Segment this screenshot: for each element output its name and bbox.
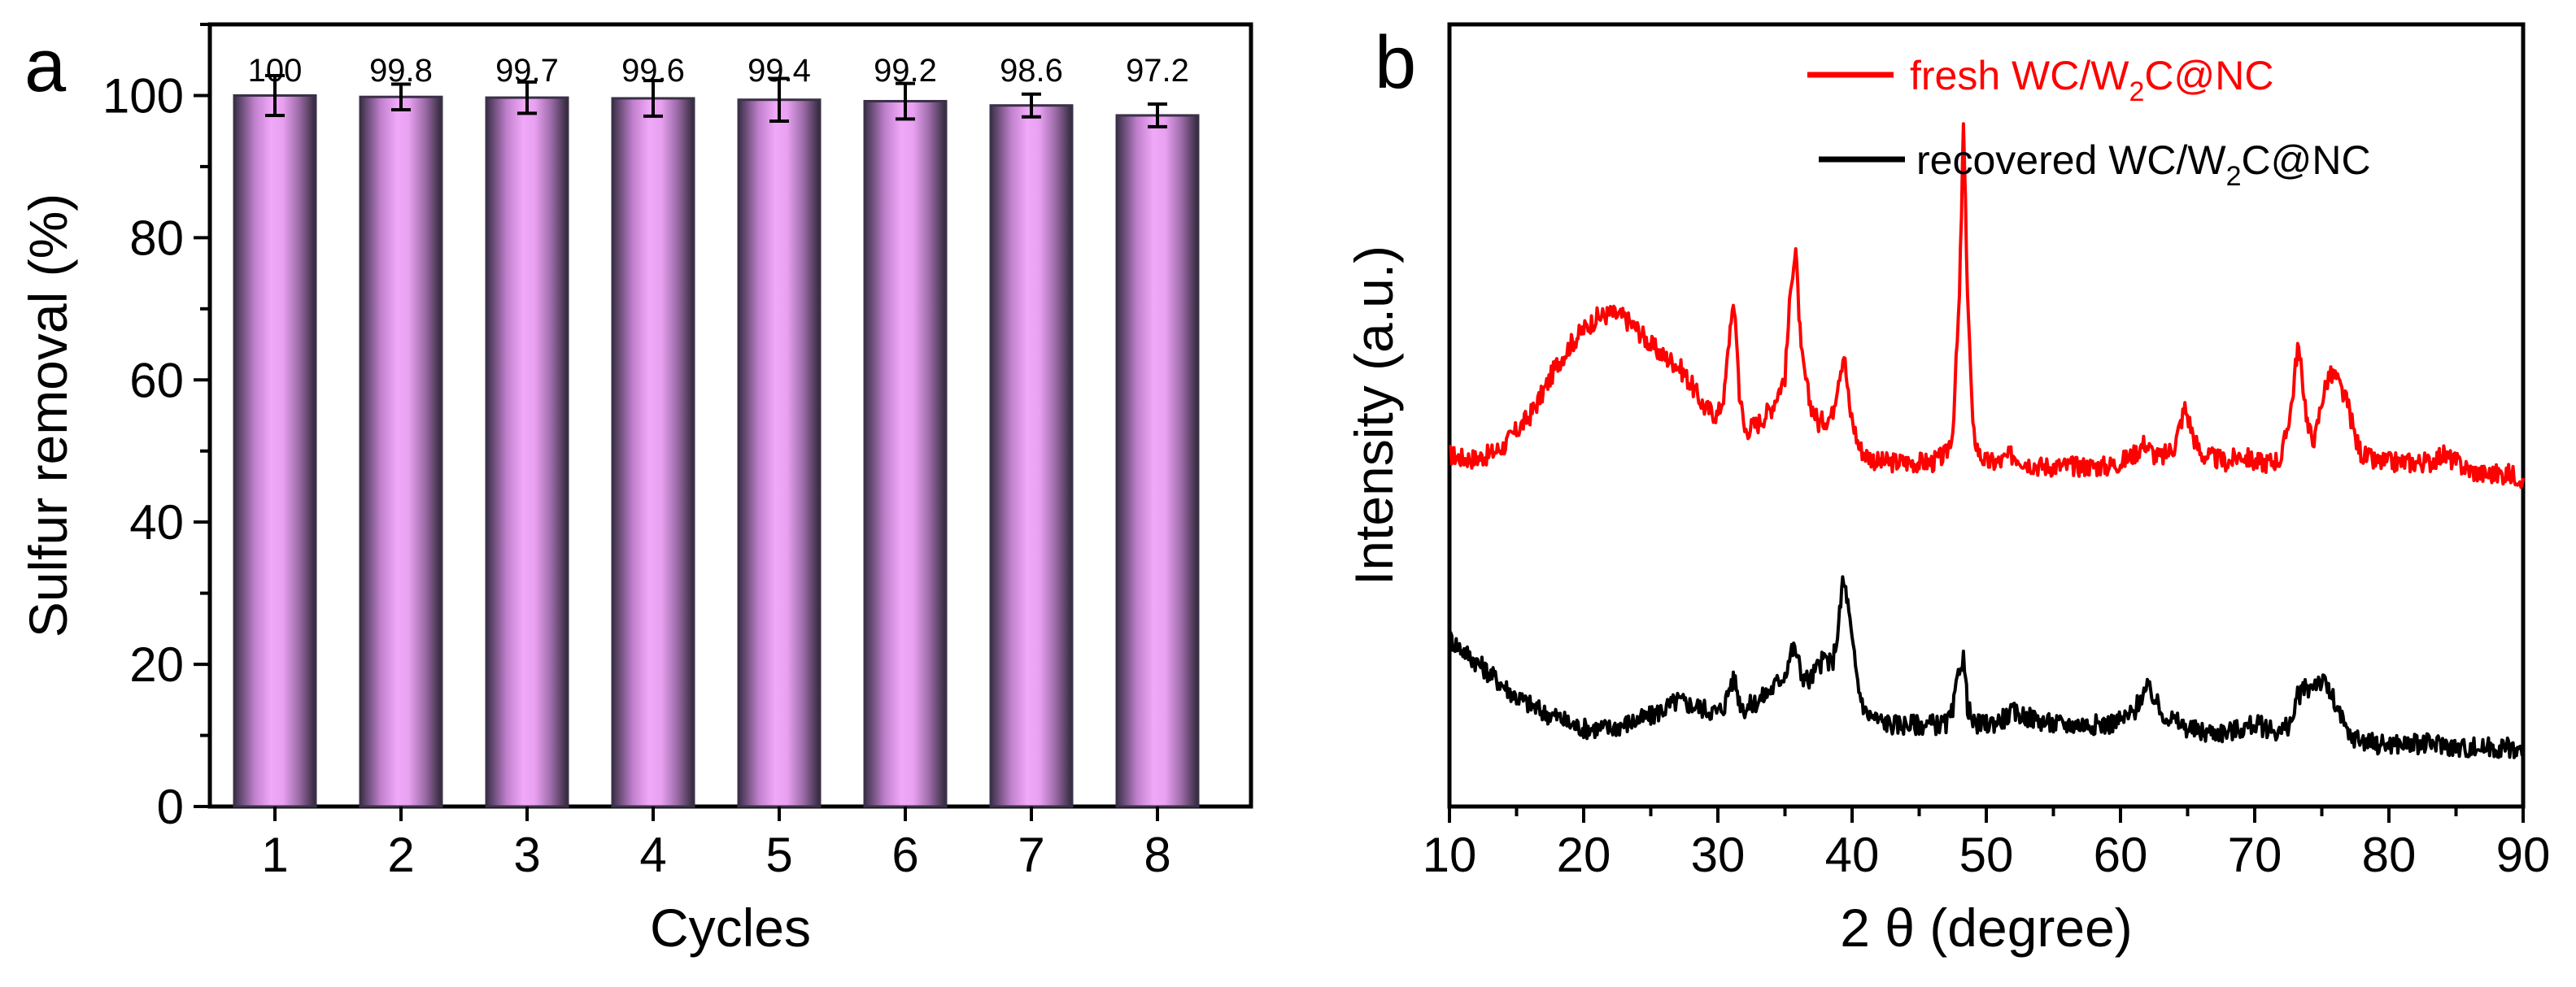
x-tick-label-10: 10: [1423, 828, 1477, 882]
x-tick-label-40: 40: [1825, 828, 1880, 882]
value-label-8: 97.2: [1126, 53, 1189, 89]
bar-cycle-7: [989, 104, 1074, 808]
series-line-fresh: [1449, 122, 2525, 489]
bar-cycle-5: [737, 98, 822, 808]
x-tick-label-1: 1: [261, 828, 288, 882]
y-tick-label-100: 100: [102, 68, 184, 123]
panel-letter-a: a: [24, 24, 67, 107]
panel-b-x-axis-label: 2 θ (degree): [1840, 898, 2133, 958]
y-tick-label-60: 60: [129, 353, 184, 407]
panel-letter-b: b: [1375, 21, 1416, 104]
y-tick-label-40: 40: [129, 495, 184, 550]
bar-cycle-6: [863, 99, 948, 808]
x-tick-label-6: 6: [891, 828, 918, 882]
panel-a-chart: 100 99.8 99.7 99.6 99.4 99.2 98.6 97.2 1 2 3 4 5 6 7 8…: [18, 22, 1253, 958]
panel-a-x-axis-label: Cycles: [650, 898, 811, 958]
y-tick-label-20: 20: [129, 637, 184, 692]
x-tick-label-2: 2: [387, 828, 414, 882]
bar-cycle-8: [1115, 114, 1200, 808]
x-tick-label-30: 30: [1691, 828, 1746, 882]
x-tick-label-4: 4: [639, 828, 666, 882]
x-tick-label-70: 70: [2228, 828, 2282, 882]
value-label-3: 99.7: [495, 53, 559, 89]
x-tick-label-60: 60: [2094, 828, 2148, 882]
value-label-5: 99.4: [748, 53, 811, 89]
value-label-2: 99.8: [369, 53, 433, 89]
series-line-recovered: [1448, 575, 2525, 759]
bar-cycle-1: [233, 93, 317, 808]
panel-a-y-axis-label: Sulfur removal (%): [18, 193, 78, 637]
y-tick-label-80: 80: [129, 211, 184, 265]
legend-label-recovered: recovered WC/W2C@NC: [1916, 137, 2371, 192]
panel-b-chart: 10 20 30 40 50 60 70 80 90 fresh WC/W2C@NC recove…: [1344, 22, 2551, 958]
bar-cycle-3: [485, 96, 569, 808]
x-tick-label-90: 90: [2496, 828, 2551, 882]
bar-cycle-4: [611, 97, 695, 808]
bar-cycle-2: [359, 95, 443, 808]
value-label-1: 100: [248, 53, 303, 89]
value-label-7: 98.6: [1000, 53, 1063, 89]
legend-label-fresh: fresh WC/W2C@NC: [1910, 53, 2273, 107]
x-tick-label-50: 50: [1959, 828, 2014, 882]
value-label-6: 99.2: [874, 53, 937, 89]
y-tick-label-0: 0: [157, 780, 184, 834]
panel-b-y-axis-label: Intensity (a.u.): [1344, 246, 1404, 585]
x-tick-label-5: 5: [765, 828, 792, 882]
value-label-4: 99.6: [621, 53, 685, 89]
x-tick-label-20: 20: [1557, 828, 1611, 882]
x-tick-label-7: 7: [1018, 828, 1044, 882]
panel-a-plot-frame: [207, 22, 1253, 809]
panel-b-legend: fresh WC/W2C@NC recovered WC/W2C@NC: [1807, 53, 2371, 192]
x-tick-label-8: 8: [1144, 828, 1170, 882]
x-tick-label-3: 3: [513, 828, 540, 882]
x-tick-label-80: 80: [2362, 828, 2417, 882]
